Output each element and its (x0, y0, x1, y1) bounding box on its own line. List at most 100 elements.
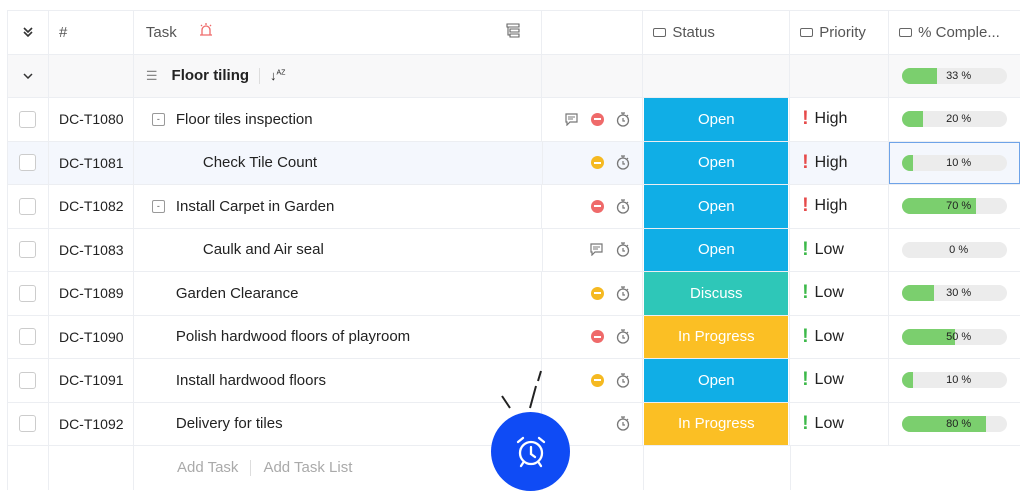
status-badge[interactable]: Open (644, 228, 789, 271)
complete-header[interactable]: % Comple... (889, 11, 1020, 54)
priority-cell[interactable]: ! High (790, 141, 890, 184)
task-name[interactable]: Install hardwood floors (175, 371, 326, 389)
priority-cell[interactable]: ! Low (790, 272, 890, 315)
complete-cell[interactable]: 30 % (889, 272, 1020, 315)
red-minus-icon[interactable] (591, 112, 605, 126)
priority-cell[interactable]: ! Low (790, 359, 890, 402)
status-cell[interactable]: In Progress (643, 315, 791, 358)
collapse-subtasks-icon[interactable]: - (151, 199, 165, 213)
progress-bar[interactable]: 10 % (902, 154, 1008, 171)
row-checkbox[interactable] (19, 371, 37, 389)
timer-icon[interactable] (616, 373, 630, 388)
task-name-cell[interactable]: Garden Clearance (134, 272, 543, 315)
status-cell[interactable]: Discuss (643, 272, 791, 315)
status-cell[interactable]: Open (643, 228, 791, 271)
progress-bar[interactable]: 0 % (902, 241, 1008, 258)
group-collapse-icon[interactable] (8, 54, 49, 97)
task-name-cell[interactable]: Polish hardwood floors of playroom (134, 315, 543, 358)
row-checkbox[interactable] (19, 328, 37, 346)
task-id[interactable]: DC-T1089 (49, 272, 134, 315)
priority-cell[interactable]: ! Low (790, 315, 890, 358)
table-row[interactable]: DC-T1081 Check Tile Count Open ! High 10 … (8, 141, 1021, 185)
status-cell[interactable]: Open (643, 98, 791, 141)
table-row[interactable]: DC-T1083 Caulk and Air seal Open ! Low 0 … (8, 228, 1020, 272)
collapse-subtasks-icon[interactable]: - (151, 112, 165, 126)
task-name-cell[interactable]: Install hardwood floors (134, 359, 543, 402)
complete-cell[interactable]: 70 % (889, 185, 1020, 228)
progress-bar[interactable]: 80 % (902, 415, 1008, 432)
complete-cell[interactable]: 50 % (889, 316, 1020, 359)
task-name[interactable]: Check Tile Count (202, 154, 318, 172)
task-name-cell[interactable]: - Install Carpet in Garden (134, 185, 543, 228)
red-minus-icon[interactable] (591, 330, 605, 344)
table-row[interactable]: DC-T1092 Delivery for tiles In Progress … (8, 402, 1020, 446)
priority-cell[interactable]: ! Low (790, 402, 890, 445)
status-badge[interactable]: Open (644, 359, 789, 402)
task-header[interactable]: Task (134, 11, 543, 54)
row-checkbox[interactable] (19, 154, 37, 172)
timer-icon[interactable] (616, 286, 630, 301)
table-row[interactable]: DC-T1080 - Floor tiles inspection Open ! H… (8, 98, 1020, 142)
timer-icon[interactable] (616, 199, 630, 214)
timer-icon[interactable] (616, 242, 630, 257)
hierarchy-icon[interactable] (505, 22, 521, 42)
task-name-cell[interactable]: Caulk and Air seal (134, 228, 543, 271)
comment-icon[interactable] (589, 243, 604, 257)
task-name[interactable]: Caulk and Air seal (202, 241, 324, 259)
complete-cell[interactable]: 20 % (889, 98, 1020, 141)
task-id[interactable]: DC-T1092 (49, 402, 134, 445)
status-cell[interactable]: In Progress (643, 402, 791, 445)
timer-icon[interactable] (616, 112, 630, 127)
status-badge[interactable]: Discuss (644, 272, 789, 315)
complete-cell[interactable]: 80 % (889, 403, 1020, 446)
task-name[interactable]: Floor tiles inspection (175, 110, 313, 128)
row-checkbox[interactable] (19, 415, 37, 433)
sort-az-icon[interactable]: ↓AZ (270, 68, 286, 84)
progress-bar[interactable]: 50 % (902, 328, 1008, 345)
task-name-cell[interactable]: - Floor tiles inspection (134, 98, 543, 141)
row-checkbox[interactable] (19, 197, 37, 215)
complete-cell[interactable]: 10 % (889, 359, 1020, 402)
priority-header[interactable]: Priority (790, 11, 890, 54)
timer-icon[interactable] (616, 329, 630, 344)
progress-bar[interactable]: 30 % (902, 285, 1008, 302)
task-id[interactable]: DC-T1080 (49, 98, 134, 141)
status-badge[interactable]: In Progress (644, 315, 789, 358)
table-row[interactable]: DC-T1082 - Install Carpet in Garden Open … (8, 185, 1020, 229)
status-badge[interactable]: Open (644, 98, 789, 141)
status-cell[interactable]: Open (643, 185, 791, 228)
task-name[interactable]: Install Carpet in Garden (175, 197, 335, 215)
comment-icon[interactable] (564, 113, 579, 126)
task-name[interactable]: Polish hardwood floors of playroom (175, 328, 411, 346)
add-task-link[interactable]: Add Task (177, 459, 239, 477)
status-badge[interactable]: Open (644, 185, 789, 228)
timer-icon[interactable] (616, 416, 630, 431)
complete-cell[interactable]: 10 % (889, 141, 1021, 184)
red-minus-icon[interactable] (591, 199, 605, 213)
progress-bar[interactable]: 70 % (902, 198, 1008, 215)
row-checkbox[interactable] (19, 284, 37, 302)
row-checkbox[interactable] (19, 241, 37, 259)
task-id[interactable]: DC-T1082 (49, 185, 134, 228)
priority-cell[interactable]: ! High (790, 98, 890, 141)
timer-icon[interactable] (616, 155, 630, 170)
add-task-list-link[interactable]: Add Task List (263, 459, 353, 477)
table-row[interactable]: DC-T1091 Install hardwood floors Open ! L… (8, 359, 1020, 403)
yellow-minus-icon[interactable] (591, 156, 605, 170)
yellow-minus-icon[interactable] (591, 373, 605, 387)
task-id[interactable]: DC-T1083 (49, 228, 134, 271)
group-name[interactable]: Floor tiling (171, 67, 250, 85)
task-id[interactable]: DC-T1091 (49, 359, 134, 402)
task-id[interactable]: DC-T1081 (49, 141, 134, 184)
row-checkbox[interactable] (19, 110, 37, 128)
priority-cell[interactable]: ! Low (790, 228, 890, 271)
progress-bar[interactable]: 10 % (902, 372, 1008, 389)
task-name-cell[interactable]: Check Tile Count (134, 141, 543, 184)
status-badge[interactable]: Open (644, 141, 789, 184)
table-row[interactable]: DC-T1090 Polish hardwood floors of playr… (8, 315, 1020, 359)
status-cell[interactable]: Open (643, 141, 791, 184)
task-name[interactable]: Garden Clearance (175, 284, 299, 302)
priority-cell[interactable]: ! High (790, 185, 890, 228)
task-id[interactable]: DC-T1090 (49, 315, 134, 358)
collapse-all-icon[interactable] (8, 11, 49, 54)
